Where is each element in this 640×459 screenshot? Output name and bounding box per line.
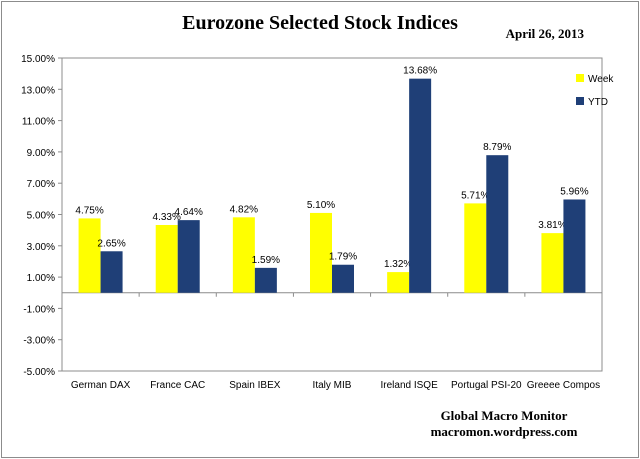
bar-week: [541, 233, 564, 293]
bar-ytd: [254, 267, 277, 293]
chart-date: April 26, 2013: [506, 26, 585, 41]
data-label-week: 4.75%: [75, 205, 103, 216]
legend-swatch-week: [576, 74, 584, 82]
bar-ytd: [332, 264, 354, 293]
legend-swatch-ytd: [576, 97, 584, 105]
data-label-week: 4.82%: [230, 204, 258, 215]
data-label-ytd: 13.68%: [403, 66, 437, 77]
credit-line-2: macromon.wordpress.com: [431, 424, 578, 439]
y-tick-label: -1.00%: [23, 304, 55, 315]
y-tick-label: -3.00%: [23, 336, 55, 347]
legend-label-ytd: YTD: [588, 97, 608, 108]
bar-ytd: [486, 155, 509, 293]
data-label-ytd: 5.96%: [560, 186, 588, 197]
chart-title: Eurozone Selected Stock Indices: [182, 12, 458, 34]
data-label-week: 4.33%: [153, 212, 181, 223]
y-tick-label: 7.00%: [27, 179, 55, 190]
x-tick-label: Portugal PSI-20: [451, 380, 522, 391]
legend-label-week: Week: [588, 74, 614, 85]
x-axis-labels: German DAX France CAC Spain IBEX Italy MIB I…: [71, 292, 600, 391]
y-tick-label: 3.00%: [27, 242, 55, 253]
bar-week: [155, 224, 178, 293]
data-label-week: 5.10%: [307, 200, 335, 211]
bar-week: [387, 272, 410, 293]
bar-week: [78, 218, 101, 293]
x-tick-label: France CAC: [150, 380, 205, 391]
data-label-ytd: 4.64%: [175, 207, 203, 218]
y-tick-label: -5.00%: [23, 367, 55, 378]
y-tick-label: 5.00%: [27, 211, 55, 222]
data-label-week: 3.81%: [538, 220, 566, 231]
y-tick-label: 13.00%: [21, 85, 55, 96]
y-tick-label: 1.00%: [27, 273, 55, 284]
x-tick-label: Ireland ISQE: [381, 380, 439, 391]
data-label-ytd: 1.59%: [252, 255, 280, 266]
bar-ytd: [100, 251, 123, 293]
x-tick-label: Greeee Compos: [527, 380, 600, 391]
legend: Week YTD: [576, 74, 614, 108]
data-label-ytd: 2.65%: [97, 238, 125, 249]
y-tick-label: 11.00%: [22, 117, 55, 128]
bar-ytd: [177, 220, 200, 293]
data-label-week: 1.32%: [384, 259, 412, 270]
data-label-ytd: 8.79%: [483, 142, 511, 153]
bar-ytd: [409, 78, 432, 293]
data-label-week: 5.71%: [461, 190, 489, 201]
credit-line-1: Global Macro Monitor: [441, 408, 568, 423]
y-tick-label: 15.00%: [21, 54, 55, 65]
bars: 4.75% 2.65% 4.33%4.64% 4.82% 1.59% 5.10% 1.79%…: [75, 66, 589, 293]
x-tick-label: Spain IBEX: [229, 380, 280, 391]
bar-week: [232, 217, 255, 293]
bar-week: [310, 212, 332, 293]
bar-week: [464, 203, 487, 293]
x-tick-label: Italy MIB: [313, 380, 352, 391]
x-tick-label: German DAX: [71, 380, 131, 391]
bar-ytd: [563, 199, 586, 293]
y-tick-label: 9.00%: [27, 148, 55, 159]
data-label-ytd: 1.79%: [329, 252, 357, 263]
